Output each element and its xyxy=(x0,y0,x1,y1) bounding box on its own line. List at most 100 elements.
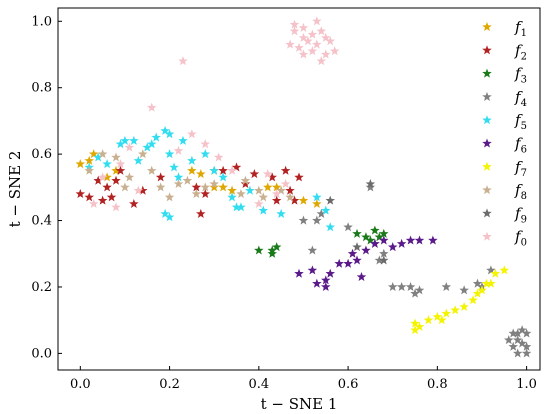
data-point xyxy=(271,195,282,205)
data-point xyxy=(75,188,86,199)
series-f4 xyxy=(298,182,532,358)
data-point xyxy=(106,192,117,202)
data-point xyxy=(521,348,532,358)
data-point xyxy=(155,172,166,182)
data-point xyxy=(396,238,407,248)
data-point xyxy=(276,185,286,195)
data-point xyxy=(365,179,376,189)
data-point xyxy=(227,185,237,195)
data-point xyxy=(365,182,376,192)
data-point xyxy=(294,268,304,278)
data-point xyxy=(88,149,99,159)
data-point xyxy=(307,46,318,56)
data-point xyxy=(146,102,157,112)
data-point xyxy=(276,208,286,218)
data-point xyxy=(173,179,184,189)
data-point xyxy=(285,39,295,49)
data-point xyxy=(410,325,420,335)
data-point xyxy=(115,165,126,175)
data-point xyxy=(316,56,327,66)
data-point xyxy=(379,248,389,258)
y-axis-ticks: 0.0 0.2 0.4 0.6 0.8 1.0 xyxy=(31,14,62,361)
data-point xyxy=(178,135,188,145)
data-point xyxy=(379,235,389,245)
data-point xyxy=(508,341,518,351)
data-point xyxy=(325,36,335,46)
data-point xyxy=(490,268,501,278)
data-point xyxy=(321,281,331,292)
legend-label: f0 xyxy=(514,228,527,249)
legend-label: f2 xyxy=(514,41,527,62)
data-point xyxy=(316,208,327,218)
data-point xyxy=(196,208,206,218)
data-point xyxy=(312,192,322,202)
data-point xyxy=(361,232,371,242)
data-point xyxy=(169,162,179,172)
data-point xyxy=(459,301,469,311)
data-point xyxy=(312,39,322,49)
data-point xyxy=(263,182,273,192)
data-point xyxy=(133,185,144,195)
data-point xyxy=(379,228,389,238)
data-point xyxy=(102,159,112,169)
data-point xyxy=(227,192,237,202)
data-point xyxy=(365,235,376,245)
x-axis-label: t − SNE 1 xyxy=(261,395,338,413)
legend-marker xyxy=(482,91,492,101)
legend-label: f6 xyxy=(514,135,527,156)
data-point xyxy=(410,318,420,328)
data-point xyxy=(245,185,255,195)
data-point xyxy=(521,328,532,338)
data-point xyxy=(271,188,282,199)
data-point xyxy=(321,32,331,42)
data-point xyxy=(307,245,318,255)
data-point xyxy=(508,328,518,338)
data-point xyxy=(294,42,304,52)
data-point xyxy=(271,242,282,252)
data-point xyxy=(325,222,335,232)
data-point xyxy=(396,281,407,292)
data-point xyxy=(312,215,322,225)
data-point xyxy=(231,162,242,172)
series-f2 xyxy=(75,162,304,218)
data-point xyxy=(178,56,188,66)
data-point xyxy=(329,46,340,56)
data-point xyxy=(93,175,103,185)
data-point xyxy=(280,179,291,189)
data-point xyxy=(97,149,108,159)
data-point xyxy=(374,255,385,265)
data-point xyxy=(312,16,322,26)
legend-marker xyxy=(482,208,492,218)
data-point xyxy=(263,169,273,179)
axes-frame xyxy=(57,7,541,371)
data-point xyxy=(512,348,523,358)
data-point xyxy=(347,248,358,258)
data-point xyxy=(343,258,353,268)
data-point xyxy=(512,335,523,345)
legend-label: f7 xyxy=(514,158,527,179)
legend-marker xyxy=(482,161,492,171)
data-point xyxy=(111,165,121,175)
data-point xyxy=(312,278,322,288)
data-point xyxy=(146,165,157,175)
data-point xyxy=(200,139,211,149)
data-point xyxy=(432,311,443,321)
legend-label: f3 xyxy=(514,65,527,86)
data-point xyxy=(84,155,94,165)
data-point xyxy=(352,255,362,265)
x-tick-label: 0.8 xyxy=(427,377,448,392)
legend-label: f5 xyxy=(514,111,527,132)
data-point xyxy=(129,135,139,145)
data-point xyxy=(298,195,309,205)
data-point xyxy=(133,155,144,165)
legend-marker xyxy=(482,185,492,195)
data-point xyxy=(160,208,170,218)
data-point xyxy=(231,202,242,212)
data-point xyxy=(352,242,362,252)
y-tick-label: 0.2 xyxy=(31,280,52,295)
data-point xyxy=(374,232,385,242)
data-point xyxy=(191,182,202,192)
data-point xyxy=(236,188,246,199)
data-point xyxy=(111,202,121,212)
data-point xyxy=(93,152,103,162)
